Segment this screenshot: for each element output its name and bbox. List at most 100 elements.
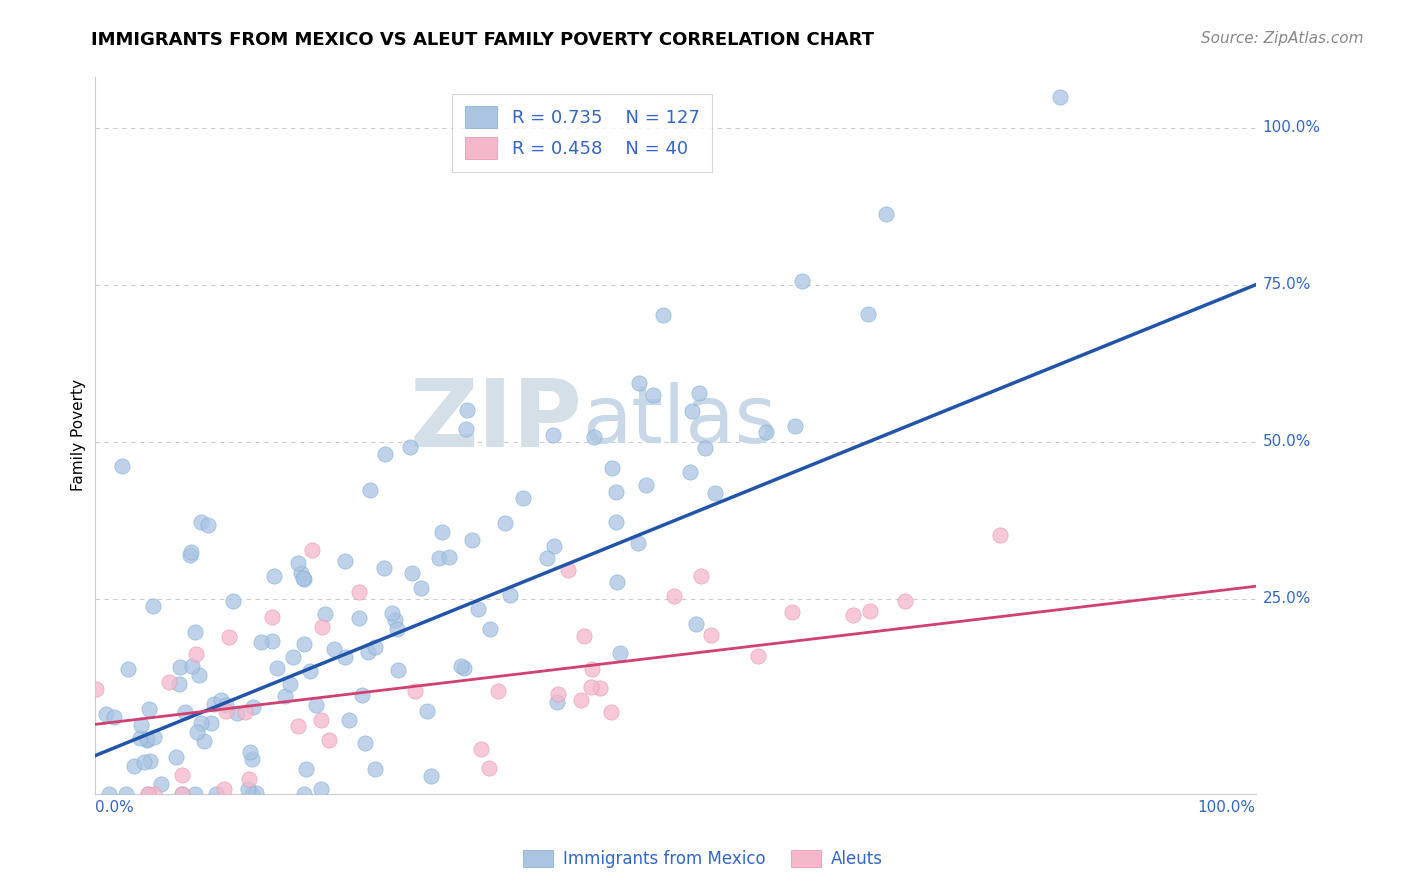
Point [643, 388, 665, 402]
Point [122, 759, 145, 773]
Point [486, 684, 509, 698]
Legend: Immigrants from Mexico, Aleuts: Immigrants from Mexico, Aleuts [516, 843, 890, 875]
Point [184, 647, 207, 661]
Point [609, 647, 631, 661]
Point [782, 605, 804, 619]
Point [693, 441, 716, 455]
Point [205, 787, 228, 801]
Point [184, 625, 207, 640]
Point [754, 425, 776, 439]
Point [233, 705, 256, 719]
Point [292, 787, 315, 801]
Point [218, 630, 240, 644]
Point [287, 718, 309, 732]
Point [387, 663, 409, 677]
Text: IMMIGRANTS FROM MEXICO VS ALEUT FAMILY POVERTY CORRELATION CHART: IMMIGRANTS FROM MEXICO VS ALEUT FAMILY P… [91, 31, 875, 49]
Point [420, 769, 443, 783]
Point [409, 581, 432, 595]
Point [470, 742, 492, 756]
Point [292, 571, 315, 585]
Point [454, 422, 477, 436]
Point [856, 307, 879, 321]
Point [461, 533, 484, 547]
Point [557, 563, 579, 577]
Text: Source: ZipAtlas.com: Source: ZipAtlas.com [1201, 31, 1364, 46]
Point [1049, 90, 1071, 104]
Point [546, 695, 568, 709]
Point [132, 755, 155, 769]
Point [215, 704, 238, 718]
Point [167, 677, 190, 691]
Point [135, 732, 157, 747]
Point [479, 622, 502, 636]
Point [260, 609, 283, 624]
Text: 0.0%: 0.0% [94, 800, 134, 814]
Point [453, 660, 475, 674]
Point [170, 787, 193, 801]
Point [138, 701, 160, 715]
Point [384, 614, 406, 628]
Point [627, 536, 650, 550]
Point [260, 634, 283, 648]
Point [662, 589, 685, 603]
Text: 100.0%: 100.0% [1263, 120, 1320, 136]
Point [239, 745, 262, 759]
Point [181, 658, 204, 673]
Point [478, 761, 501, 775]
Point [337, 713, 360, 727]
Point [364, 640, 387, 654]
Point [605, 484, 627, 499]
Point [569, 693, 592, 707]
Point [190, 515, 212, 529]
Point [202, 697, 225, 711]
Point [894, 594, 917, 608]
Point [690, 569, 713, 583]
Point [221, 594, 243, 608]
Point [305, 698, 328, 713]
Point [322, 642, 344, 657]
Point [783, 419, 806, 434]
Point [193, 734, 215, 748]
Point [688, 386, 710, 401]
Point [278, 677, 301, 691]
Point [579, 680, 602, 694]
Point [450, 659, 472, 673]
Point [169, 659, 191, 673]
Point [242, 700, 264, 714]
Point [681, 403, 703, 417]
Point [456, 402, 478, 417]
Point [747, 649, 769, 664]
Point [295, 762, 318, 776]
Point [238, 782, 260, 797]
Point [354, 736, 377, 750]
Point [179, 548, 201, 562]
Point [602, 460, 624, 475]
Point [283, 650, 305, 665]
Point [98, 787, 121, 801]
Point [988, 528, 1011, 542]
Point [314, 607, 336, 621]
Point [359, 483, 381, 497]
Point [131, 718, 153, 732]
Point [84, 682, 107, 697]
Point [172, 767, 194, 781]
Point [589, 681, 612, 696]
Point [349, 610, 371, 624]
Point [174, 706, 197, 720]
Point [704, 485, 727, 500]
Point [143, 731, 166, 745]
Point [311, 620, 333, 634]
Point [290, 566, 312, 580]
Point [437, 549, 460, 564]
Point [186, 725, 208, 739]
Point [876, 207, 898, 221]
Point [136, 731, 159, 746]
Point [136, 787, 159, 801]
Point [543, 539, 565, 553]
Point [404, 683, 426, 698]
Point [547, 687, 569, 701]
Point [165, 750, 187, 764]
Point [427, 550, 450, 565]
Point [287, 556, 309, 570]
Point [381, 606, 404, 620]
